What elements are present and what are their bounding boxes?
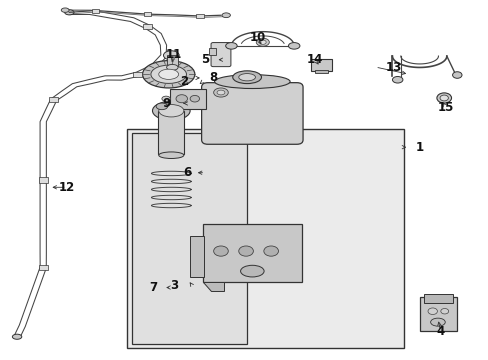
Ellipse shape	[190, 95, 199, 102]
Text: 7: 7	[149, 281, 157, 294]
Ellipse shape	[151, 65, 186, 84]
Ellipse shape	[440, 309, 448, 314]
Text: 1: 1	[415, 141, 423, 154]
Ellipse shape	[214, 75, 289, 89]
Ellipse shape	[156, 103, 167, 110]
Ellipse shape	[222, 13, 230, 18]
Bar	[144, 12, 151, 16]
Ellipse shape	[259, 40, 265, 44]
FancyBboxPatch shape	[201, 83, 303, 144]
Text: 10: 10	[249, 31, 265, 44]
Bar	[209, 48, 215, 55]
Ellipse shape	[142, 60, 194, 88]
Ellipse shape	[213, 246, 228, 256]
Text: 12: 12	[59, 181, 75, 194]
Bar	[423, 294, 452, 303]
Bar	[92, 9, 99, 13]
FancyBboxPatch shape	[311, 59, 331, 71]
Ellipse shape	[439, 95, 447, 101]
Text: 6: 6	[183, 166, 191, 179]
Bar	[314, 69, 327, 73]
Ellipse shape	[159, 69, 178, 80]
Ellipse shape	[240, 265, 264, 277]
Text: 5: 5	[201, 53, 209, 66]
Ellipse shape	[61, 8, 69, 12]
Bar	[158, 112, 184, 154]
Text: 14: 14	[306, 53, 323, 66]
Ellipse shape	[225, 42, 237, 49]
Ellipse shape	[159, 152, 183, 158]
Ellipse shape	[436, 93, 450, 103]
FancyBboxPatch shape	[211, 42, 230, 67]
Bar	[126, 129, 403, 348]
FancyBboxPatch shape	[419, 297, 456, 330]
Bar	[161, 153, 181, 156]
Ellipse shape	[12, 334, 22, 339]
Ellipse shape	[238, 246, 253, 256]
FancyBboxPatch shape	[202, 224, 302, 282]
FancyBboxPatch shape	[170, 89, 206, 109]
Ellipse shape	[64, 10, 74, 15]
Ellipse shape	[217, 90, 224, 95]
Ellipse shape	[176, 95, 187, 103]
Ellipse shape	[232, 71, 261, 84]
Text: 8: 8	[208, 71, 217, 85]
Ellipse shape	[256, 38, 269, 46]
Text: 9: 9	[162, 97, 170, 110]
Bar	[39, 265, 48, 270]
Bar	[196, 14, 203, 18]
Text: 3: 3	[169, 279, 178, 292]
Polygon shape	[202, 282, 223, 291]
Text: 2: 2	[180, 75, 188, 88]
Ellipse shape	[152, 101, 190, 120]
Bar	[167, 55, 177, 66]
Bar	[143, 24, 152, 30]
Bar	[49, 97, 58, 102]
Ellipse shape	[162, 96, 170, 101]
Bar	[189, 236, 204, 276]
Ellipse shape	[166, 64, 178, 70]
Ellipse shape	[213, 88, 228, 97]
Ellipse shape	[452, 72, 461, 78]
Text: 15: 15	[437, 100, 453, 114]
Text: 13: 13	[385, 60, 401, 73]
Ellipse shape	[288, 42, 299, 49]
Bar	[39, 177, 48, 183]
Ellipse shape	[427, 308, 437, 315]
Bar	[132, 72, 142, 77]
Text: 11: 11	[165, 48, 182, 61]
Ellipse shape	[163, 51, 179, 60]
Ellipse shape	[392, 76, 402, 83]
Ellipse shape	[264, 246, 278, 256]
Bar	[132, 132, 246, 344]
Ellipse shape	[159, 104, 183, 117]
Text: 4: 4	[435, 325, 444, 338]
Ellipse shape	[238, 73, 255, 81]
Ellipse shape	[430, 318, 445, 326]
